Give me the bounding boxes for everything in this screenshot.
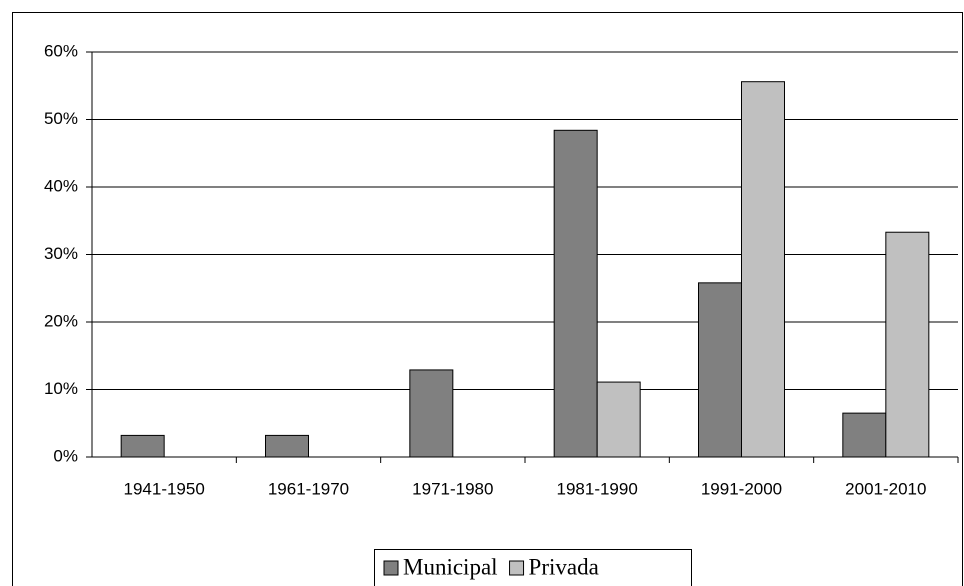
legend-swatch xyxy=(509,560,525,576)
legend-label: Privada xyxy=(529,554,599,579)
x-tick-label: 1961-1970 xyxy=(268,479,349,498)
legend-swatch xyxy=(383,560,399,576)
x-tick-label: 1971-1980 xyxy=(412,479,493,498)
y-tick-label: 40% xyxy=(44,176,78,195)
x-tick-label: 1981-1990 xyxy=(557,479,638,498)
y-tick-label: 60% xyxy=(44,41,78,60)
bar xyxy=(842,412,887,458)
bar xyxy=(553,129,598,458)
x-tick-label: 1991-2000 xyxy=(701,479,782,498)
x-tick-label: 2001-2010 xyxy=(845,479,926,498)
bar xyxy=(596,381,641,458)
bar xyxy=(265,434,309,458)
y-tick-label: 30% xyxy=(44,244,78,263)
y-tick-label: 10% xyxy=(44,379,78,398)
bar xyxy=(120,434,165,458)
y-tick-label: 20% xyxy=(44,311,78,330)
bar xyxy=(409,369,454,458)
legend: Municipal Privada xyxy=(374,549,692,586)
y-tick-label: 50% xyxy=(44,109,78,128)
y-tick-label: 0% xyxy=(53,446,78,465)
bar xyxy=(885,231,930,458)
chart-frame xyxy=(12,12,963,586)
bar xyxy=(741,81,785,458)
bar xyxy=(698,282,742,458)
legend-box xyxy=(374,549,692,586)
legend-label: Municipal xyxy=(403,554,498,579)
x-tick-label: 1941-1950 xyxy=(124,479,205,498)
